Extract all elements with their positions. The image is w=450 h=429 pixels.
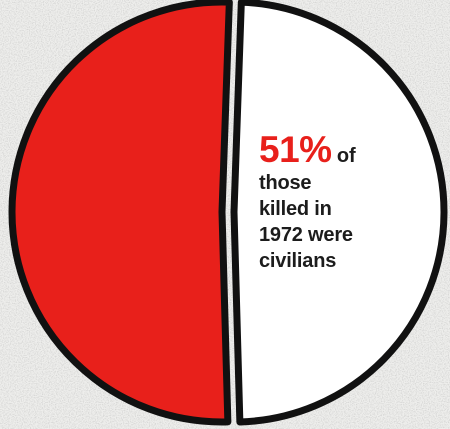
pie-slice-others xyxy=(230,0,448,426)
pie-slice-civilians xyxy=(8,0,233,426)
annotation-line-4: civilians xyxy=(259,250,337,272)
annotation: 51% of those killed in 1972 were civilia… xyxy=(259,130,429,274)
annotation-word-of: of xyxy=(336,145,356,167)
percent-label: 51% xyxy=(259,129,332,170)
annotation-line-1: those xyxy=(259,172,312,194)
annotation-line-2: killed in xyxy=(259,198,332,220)
pie-slices xyxy=(8,0,448,426)
annotation-line-3: 1972 were xyxy=(259,224,353,246)
